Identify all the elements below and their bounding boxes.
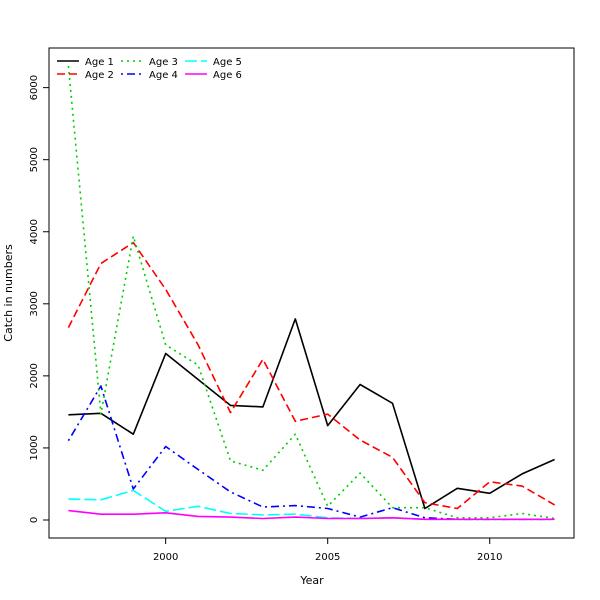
y-tick-label-0: 0 [29,517,40,523]
x-axis-title: Year [299,574,324,587]
y-axis: 0 1000 2000 3000 4000 5000 6000 [29,75,49,523]
legend-label-age-4: Age 4 [149,70,178,81]
y-tick-label-2000: 2000 [29,363,40,388]
legend-label-age-6: Age 6 [213,70,242,81]
y-axis-title: Catch in numbers [2,244,15,342]
y-tick-label-4000: 4000 [29,219,40,244]
y-tick-label-1000: 1000 [29,435,40,460]
series-line-age-5 [68,489,555,521]
legend-label-age-5: Age 5 [213,57,242,68]
x-tick-label-2000: 2000 [153,552,178,563]
legend-label-age-3: Age 3 [149,57,178,68]
y-tick-label-3000: 3000 [29,291,40,316]
legend-label-age-2: Age 2 [85,70,114,81]
x-tick-label-2005: 2005 [315,552,340,563]
legend: Age 1 Age 2 Age 3 Age 4 Age 5 Age 6 [57,57,242,81]
plot-frame [48,47,575,539]
y-tick-label-5000: 5000 [29,147,40,172]
x-axis: 2000 2005 2010 [153,538,502,563]
legend-label-age-1: Age 1 [85,57,114,68]
series-line-age-1 [68,318,555,510]
series-line-age-4 [67,385,555,521]
series-line-age-3 [67,65,555,520]
series-line-age-2 [67,241,556,510]
x-tick-label-2010: 2010 [477,552,502,563]
series-layer [67,65,556,521]
y-tick-label-6000: 6000 [29,75,40,100]
series-line-age-6 [68,509,555,521]
